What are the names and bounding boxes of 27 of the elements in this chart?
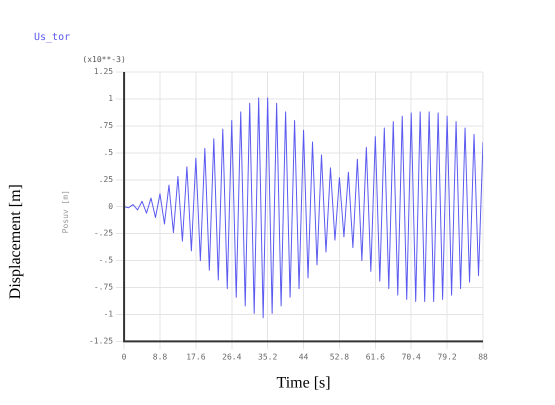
- y-axis-title: Displacement [m]: [7, 184, 24, 300]
- x-tick-label: 79.2: [437, 352, 457, 362]
- text: Posuv [m]: [61, 190, 70, 234]
- x-tick-label: 17.6: [186, 352, 206, 362]
- x-tick-label: 88: [478, 352, 488, 362]
- x-tick-label: 70.4: [402, 352, 422, 362]
- x-tick-label: 0: [122, 352, 127, 362]
- y-tick-label: .75: [98, 120, 114, 130]
- x-tick-label: 8.8: [152, 352, 168, 362]
- y-tick-label: -1.25: [88, 336, 114, 346]
- y-tick-label: 1: [108, 94, 114, 104]
- y-tick-label: 0: [108, 202, 114, 211]
- y-tick-label: .5: [103, 148, 114, 157]
- x-tick-label: 35.2: [258, 352, 278, 362]
- x-tick-label: 44: [298, 352, 309, 362]
- text: (x10**-3): [82, 55, 126, 64]
- y-tick-label: 1.25: [94, 67, 114, 76]
- y-tick-label: -.25: [94, 228, 114, 238]
- y-tick-label: -.5: [98, 256, 114, 265]
- x-tick-label: 26.4: [222, 352, 242, 362]
- y-tick-label: -.75: [94, 282, 114, 292]
- text: Us_tor: [34, 32, 70, 43]
- x-tick-label: 61.6: [366, 352, 386, 362]
- x-tick-label: 52.8: [330, 352, 350, 362]
- y-tick-label: .25: [98, 174, 114, 184]
- x-axis-title: Time [s]: [276, 374, 331, 392]
- y-tick-label: -1: [103, 310, 114, 319]
